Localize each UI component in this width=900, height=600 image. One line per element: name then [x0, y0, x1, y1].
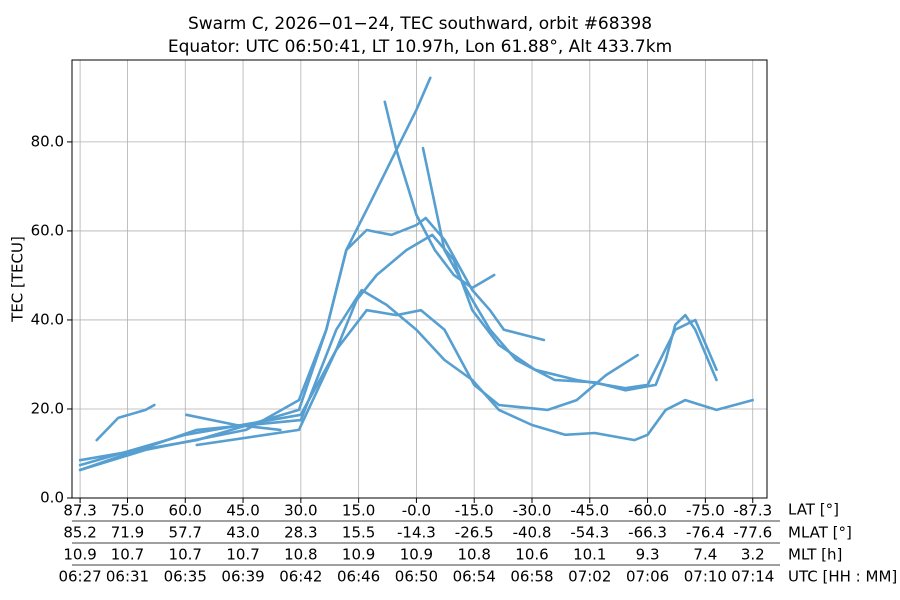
- x-tick-row-label: 06:50: [395, 568, 438, 586]
- x-tick-row-label: 43.0: [226, 524, 259, 542]
- x-tick-row-label: -14.3: [397, 524, 436, 542]
- y-tick-label: 60.0: [31, 221, 64, 239]
- tec-trace: [421, 146, 718, 392]
- tec-trace: [78, 216, 546, 462]
- x-tick-row-label: 28.3: [284, 524, 317, 542]
- x-tick-row-label: 10.9: [342, 546, 375, 564]
- chart-subtitle: Equator: UTC 06:50:41, LT 10.97h, Lon 61…: [168, 37, 672, 57]
- x-tick-label: -75.0: [686, 502, 725, 520]
- tick-row-name: UTC [HH : MM]: [788, 568, 897, 586]
- x-tick-row-label: 06:31: [106, 568, 149, 586]
- x-tick-row-label: 06:58: [510, 568, 553, 586]
- x-tick-row-label: -77.6: [733, 524, 772, 542]
- x-tick-row-label: 85.2: [63, 524, 96, 542]
- tec-trace: [185, 413, 282, 432]
- tec-trace: [78, 288, 754, 472]
- x-tick-row-label: 07:10: [684, 568, 727, 586]
- x-tick-row-label: 7.4: [693, 546, 717, 564]
- x-tick-row-label: 06:46: [337, 568, 380, 586]
- tec-trace: [383, 100, 496, 290]
- y-tick-label: 80.0: [31, 132, 64, 150]
- x-tick-row-label: -66.3: [628, 524, 667, 542]
- x-axis-label: LAT [°]: [788, 501, 839, 519]
- x-tick-row-label: 71.9: [111, 524, 144, 542]
- x-tick-row-label: 06:27: [58, 568, 101, 586]
- x-tick-row-label: 07:06: [626, 568, 669, 586]
- x-tick-row-label: 10.8: [458, 546, 491, 564]
- x-tick-label: 75.0: [111, 502, 144, 520]
- x-tick-row-label: 10.7: [111, 546, 144, 564]
- x-tick-row-label: 10.6: [515, 546, 548, 564]
- x-tick-label: 15.0: [342, 502, 375, 520]
- y-axis-label: TEC [TECU]: [9, 236, 27, 323]
- x-tick-label: 87.3: [63, 502, 96, 520]
- tec-trace: [195, 308, 639, 447]
- x-tick-label: -87.3: [733, 502, 772, 520]
- chart-title: Swarm C, 2026−01−24, TEC southward, orbi…: [188, 14, 652, 34]
- x-tick-row-label: 10.7: [169, 546, 202, 564]
- x-tick-label: -30.0: [513, 502, 552, 520]
- x-tick-label: 30.0: [284, 502, 317, 520]
- x-tick-row-label: 3.2: [741, 546, 765, 564]
- x-tick-label: -45.0: [570, 502, 609, 520]
- x-tick-label: 60.0: [169, 502, 202, 520]
- x-tick-label: -60.0: [628, 502, 667, 520]
- tec-trace: [78, 233, 718, 467]
- x-tick-row-label: 10.8: [284, 546, 317, 564]
- x-tick-row-label: 15.5: [342, 524, 375, 542]
- x-tick-label: 45.0: [226, 502, 259, 520]
- tick-row-name: MLT [h]: [788, 546, 842, 564]
- x-tick-label: -0.0: [402, 502, 431, 520]
- x-tick-row-label: 57.7: [169, 524, 202, 542]
- y-tick-label: 0.0: [40, 489, 64, 507]
- y-tick-label: 40.0: [31, 310, 64, 328]
- x-tick-row-label: -40.8: [513, 524, 552, 542]
- x-tick-row-label: 9.3: [636, 546, 660, 564]
- tick-row-name: MLAT [°]: [788, 524, 852, 542]
- tec-trace: [95, 403, 156, 442]
- y-tick-label: 20.0: [31, 399, 64, 417]
- x-tick-row-label: 06:39: [221, 568, 264, 586]
- x-tick-row-label: -54.3: [570, 524, 609, 542]
- x-tick-row-label: 10.1: [573, 546, 606, 564]
- x-tick-row-label: 07:02: [568, 568, 611, 586]
- x-tick-row-label: 06:54: [453, 568, 496, 586]
- x-tick-label: -15.0: [455, 502, 494, 520]
- x-tick-row-label: 10.9: [400, 546, 433, 564]
- x-tick-row-label: 10.7: [226, 546, 259, 564]
- plot-frame: [71, 59, 768, 499]
- x-tick-row-label: 07:14: [731, 568, 774, 586]
- x-tick-row-label: -26.5: [455, 524, 494, 542]
- x-tick-row-label: 06:35: [164, 568, 207, 586]
- x-tick-row-label: 06:42: [279, 568, 322, 586]
- x-tick-row-label: -76.4: [686, 524, 725, 542]
- x-tick-row-label: 10.9: [63, 546, 96, 564]
